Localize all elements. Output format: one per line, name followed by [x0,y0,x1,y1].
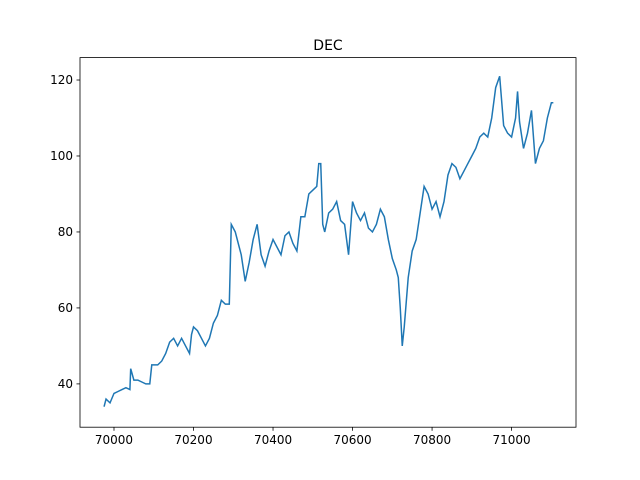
chart-title: DEC [313,38,343,54]
y-tick-label: 80 [58,225,73,239]
y-tick-label: 40 [58,377,73,391]
x-tick-label: 70000 [95,433,133,447]
y-tick-label: 120 [50,73,73,87]
x-tick-label: 71000 [492,433,530,447]
plot-frame [79,57,577,428]
x-tick-label: 70800 [413,433,451,447]
x-tick-label: 70400 [254,433,292,447]
y-tick-label: 60 [58,301,73,315]
y-tick-label: 100 [50,149,73,163]
x-tick-label: 70200 [174,433,212,447]
x-tick-label: 70600 [333,433,371,447]
line [103,75,554,407]
